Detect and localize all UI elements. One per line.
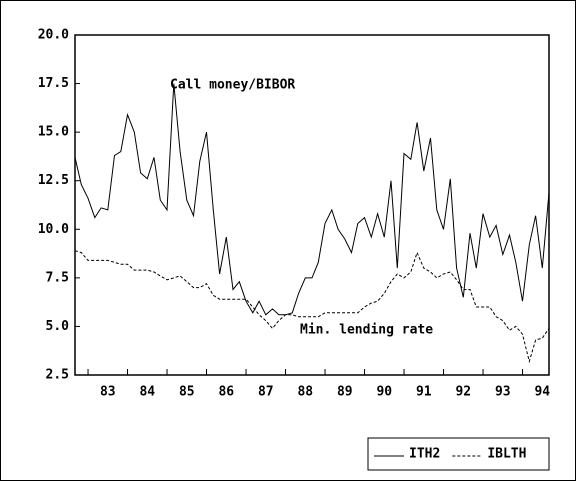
x-tick-label: 84 bbox=[139, 385, 155, 400]
annotation: Call money/BIBOR bbox=[170, 78, 295, 93]
x-tick-label: 93 bbox=[495, 385, 511, 400]
y-tick-label: 15.0 bbox=[38, 125, 69, 140]
y-tick-label: 20.0 bbox=[38, 28, 69, 43]
y-tick-label: 5.0 bbox=[46, 319, 70, 334]
series-line bbox=[74, 250, 550, 364]
y-tick-label: 17.5 bbox=[38, 76, 69, 91]
x-tick-label: 83 bbox=[100, 385, 116, 400]
x-tick-label: 89 bbox=[337, 385, 353, 400]
x-tick-label: 92 bbox=[455, 385, 471, 400]
y-tick-label: 12.5 bbox=[38, 173, 69, 188]
y-tick-label: 7.5 bbox=[46, 270, 69, 285]
y-tick-label: 10.0 bbox=[38, 222, 69, 237]
y-tick-label: 2.5 bbox=[46, 368, 69, 383]
x-tick-label: 85 bbox=[179, 385, 195, 400]
series-line bbox=[74, 83, 550, 316]
x-tick-label: 88 bbox=[297, 385, 313, 400]
x-tick-label: 87 bbox=[258, 385, 274, 400]
legend-label: ITH2 bbox=[409, 447, 440, 462]
annotation: Min. lending rate bbox=[300, 323, 433, 338]
x-tick-label: 91 bbox=[416, 385, 432, 400]
legend bbox=[367, 437, 550, 471]
x-tick-label: 90 bbox=[376, 385, 392, 400]
x-tick-label: 86 bbox=[218, 385, 234, 400]
legend-label: IBLTH bbox=[487, 447, 526, 462]
plot-area bbox=[74, 34, 550, 376]
x-tick-label: 94 bbox=[534, 385, 550, 400]
